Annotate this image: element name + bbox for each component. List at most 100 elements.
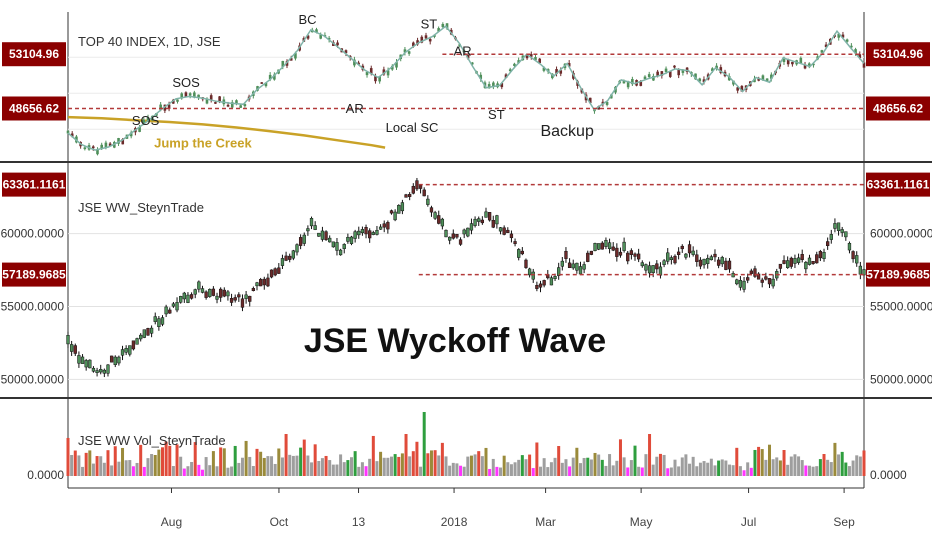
volume-bar bbox=[277, 448, 281, 476]
mid-candle-body bbox=[458, 239, 463, 245]
mid-candle-body bbox=[847, 242, 852, 251]
mid-candle-body bbox=[215, 295, 219, 300]
mid-level-badge-bg bbox=[866, 172, 930, 197]
volume-bar bbox=[259, 451, 263, 476]
mid-level-badge-left-1: 57189.9685 bbox=[2, 268, 66, 282]
mid-candle-body bbox=[389, 210, 394, 214]
volume-bar bbox=[313, 444, 317, 476]
mid-candle-body bbox=[80, 356, 85, 364]
volume-bar bbox=[400, 453, 404, 476]
top-candle-body bbox=[167, 104, 171, 109]
x-tick-label-2: 13 bbox=[352, 515, 366, 529]
volume-bar bbox=[542, 458, 546, 476]
top-candle-body bbox=[382, 69, 386, 75]
top-annotation-6: AR bbox=[454, 43, 472, 58]
volume-bar bbox=[615, 460, 619, 476]
volume-bar bbox=[433, 450, 437, 476]
top-candle-body bbox=[171, 99, 175, 104]
top-candle-body bbox=[146, 117, 150, 122]
volume-bar bbox=[397, 456, 401, 476]
top-candle-body bbox=[668, 71, 672, 77]
volume-bar bbox=[553, 457, 557, 476]
mid-candle-body bbox=[589, 250, 594, 255]
volume-bar bbox=[539, 466, 543, 476]
mid-candle-body bbox=[160, 317, 165, 325]
mid-candle-body bbox=[328, 237, 332, 243]
volume-bar bbox=[684, 454, 688, 476]
mid-candle-body bbox=[782, 260, 786, 264]
mid-candle-body bbox=[724, 260, 728, 270]
top-levels: 53104.96 53104.96 48656.62 48656.62 bbox=[2, 42, 930, 121]
top-candle-body bbox=[854, 49, 857, 54]
mid-candle-body bbox=[69, 344, 74, 352]
mid-candle-body bbox=[535, 285, 539, 289]
volume-bar bbox=[346, 460, 350, 476]
mid-candle-body bbox=[793, 258, 797, 264]
mid-candle-body bbox=[444, 229, 448, 238]
top-candle-body bbox=[260, 82, 264, 84]
top-level-badge-bg bbox=[866, 42, 930, 67]
volume-bar bbox=[444, 456, 448, 476]
volume-bar bbox=[113, 446, 117, 476]
mid-candle-body bbox=[153, 316, 157, 322]
volume-bar bbox=[586, 457, 590, 476]
mid-candle-body bbox=[771, 278, 775, 287]
volume-bar bbox=[742, 470, 746, 476]
mid-y-ticks: 60000.0000 60000.0000 55000.0000 55000.0000… bbox=[1, 227, 932, 387]
volume-bar bbox=[164, 441, 168, 476]
top-candle-body bbox=[104, 142, 108, 148]
volume-bar bbox=[335, 464, 339, 476]
volume-bar bbox=[357, 466, 361, 476]
volume-bar bbox=[738, 466, 742, 476]
x-tick-label-7: Sep bbox=[833, 515, 855, 529]
volume-bar bbox=[815, 466, 819, 476]
volume-bar bbox=[782, 450, 786, 476]
top-annotation-8: ST bbox=[488, 107, 505, 122]
volume-bar bbox=[291, 455, 295, 476]
mid-candle-body bbox=[346, 236, 350, 242]
mid-candle-body bbox=[102, 369, 106, 374]
top-level-badge-left-1: 48656.62 bbox=[9, 101, 59, 115]
top-candle-body bbox=[770, 74, 773, 79]
volume-bar bbox=[760, 449, 764, 476]
volume-bar bbox=[862, 450, 866, 476]
volume-bar bbox=[658, 453, 662, 476]
volume-bar bbox=[578, 463, 582, 476]
mid-panel: 60000.0000 60000.0000 55000.0000 55000.0000… bbox=[1, 172, 932, 387]
top-candle-body bbox=[264, 82, 268, 87]
volume-bar bbox=[557, 446, 561, 476]
mid-candle-body bbox=[397, 205, 401, 214]
volume-bar bbox=[353, 451, 357, 476]
volume-bar bbox=[517, 459, 521, 476]
mid-candle-body bbox=[378, 226, 383, 230]
mid-candle-body bbox=[375, 229, 379, 235]
volume-bar bbox=[99, 456, 103, 476]
top-candle-body bbox=[445, 23, 449, 29]
volume-bar bbox=[568, 466, 572, 476]
volume-bar bbox=[546, 467, 550, 476]
top-candle-body bbox=[315, 29, 318, 33]
volume-bar bbox=[128, 460, 132, 476]
volume-bar bbox=[651, 464, 655, 476]
volume-bar bbox=[666, 468, 670, 476]
vol-y-tick-left: 0.0000 bbox=[27, 468, 64, 482]
top-candle-body bbox=[715, 65, 718, 70]
volume-bar bbox=[597, 454, 601, 476]
volume-bar bbox=[270, 456, 274, 476]
mid-candle-body bbox=[466, 227, 470, 237]
vol-panel: JSE WW Vol_SteynTrade 0.0000 0.0000 bbox=[27, 412, 907, 482]
top-candle-body bbox=[70, 133, 74, 137]
volume-bar bbox=[139, 444, 143, 476]
mid-candle-body bbox=[811, 261, 815, 264]
volume-bar bbox=[237, 462, 241, 476]
mid-candle-body bbox=[164, 306, 168, 315]
volume-bar bbox=[608, 454, 612, 476]
mid-candle-body bbox=[208, 289, 212, 297]
volume-bar bbox=[720, 459, 724, 476]
volume-bar bbox=[91, 463, 95, 476]
volume-bar bbox=[389, 456, 393, 476]
volume-bar bbox=[106, 450, 110, 476]
mid-candle-body bbox=[564, 250, 568, 259]
volume-bar bbox=[135, 462, 139, 476]
top-candle-body bbox=[66, 130, 70, 134]
